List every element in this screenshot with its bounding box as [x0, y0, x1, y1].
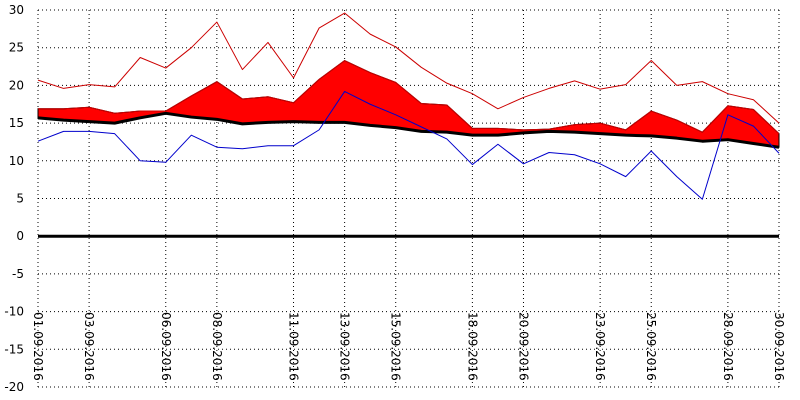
- mean-above-normal-fill: [37, 59, 780, 148]
- x-tick-label: 20.09.2016: [516, 312, 530, 381]
- y-tick-label: -5: [12, 267, 24, 281]
- series-line-max: [37, 12, 780, 124]
- x-axis-ticks: 01.09.2016 03.09.2016 06.09.2016 08.09.2016…: [31, 312, 786, 381]
- x-tick-label: 08.09.2016: [210, 312, 224, 381]
- y-tick-label: -10: [4, 305, 24, 319]
- series-lines: [37, 12, 780, 200]
- y-tick-label: 25: [9, 41, 24, 55]
- y-tick-label: 30: [9, 3, 24, 17]
- fill-area: [37, 59, 780, 148]
- y-tick-label: 0: [16, 229, 24, 243]
- grid: [37, 9, 780, 388]
- y-tick-label: 20: [9, 78, 24, 92]
- x-tick-label: 06.09.2016: [159, 312, 173, 381]
- x-tick-label: 03.09.2016: [82, 312, 96, 381]
- x-tick-label: 28.09.2016: [721, 312, 735, 381]
- y-tick-label: -20: [4, 380, 24, 394]
- series-line-mean: [38, 60, 780, 135]
- y-tick-label: 15: [9, 116, 24, 130]
- series-line-normal: [37, 111, 780, 149]
- x-tick-label: 11.09.2016: [287, 312, 301, 381]
- x-tick-label: 13.09.2016: [338, 312, 352, 381]
- x-tick-label: 18.09.2016: [465, 312, 479, 381]
- x-tick-label: 23.09.2016: [593, 312, 607, 381]
- y-axis-ticks: 30 25 20 15 10 5 0 -5 -10 -15 -20: [4, 3, 24, 394]
- x-tick-label: 30.09.2016: [772, 312, 786, 381]
- y-tick-label: -15: [4, 342, 24, 356]
- y-tick-label: 10: [9, 154, 24, 168]
- y-tick-label: 5: [16, 192, 24, 206]
- x-tick-label: 15.09.2016: [389, 312, 403, 381]
- x-tick-label: 25.09.2016: [644, 312, 658, 381]
- x-tick-label: 01.09.2016: [31, 312, 45, 381]
- series-line-min: [37, 90, 780, 200]
